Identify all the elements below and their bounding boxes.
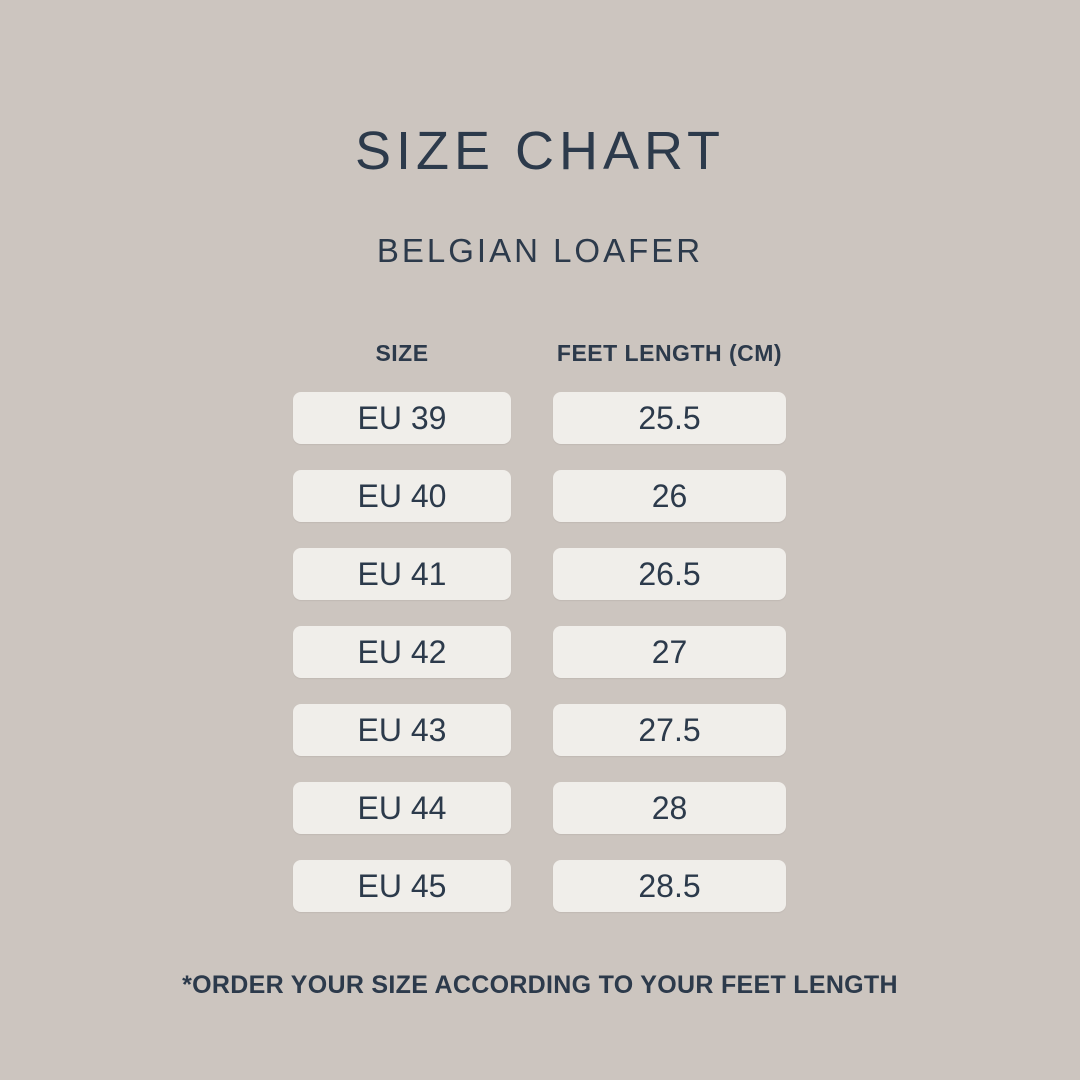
footnote: *ORDER YOUR SIZE ACCORDING TO YOUR FEET … [182, 971, 898, 999]
size-table: SIZE FEET LENGTH (CM) EU 39 25.5 EU 40 2… [293, 340, 786, 912]
column-header-size: SIZE [375, 339, 429, 366]
feet-length-cell: 27.5 [553, 704, 786, 756]
size-cell: EU 40 [293, 470, 511, 522]
size-cell: EU 41 [293, 548, 511, 600]
page-title: SIZE CHART [354, 121, 726, 181]
feet-length-cell: 25.5 [553, 392, 786, 444]
feet-length-cell: 26 [553, 470, 786, 522]
column-header-feet-length: FEET LENGTH (CM) [556, 339, 783, 366]
size-cell: EU 44 [293, 782, 511, 834]
feet-length-cell: 27 [553, 626, 786, 678]
feet-length-cell: 28 [553, 782, 786, 834]
product-name: BELGIAN LOAFER [376, 232, 704, 269]
size-cell: EU 42 [293, 626, 511, 678]
feet-length-cell: 28.5 [553, 860, 786, 912]
feet-length-cell: 26.5 [553, 548, 786, 600]
size-cell: EU 39 [293, 392, 511, 444]
size-cell: EU 45 [293, 860, 511, 912]
size-cell: EU 43 [293, 704, 511, 756]
